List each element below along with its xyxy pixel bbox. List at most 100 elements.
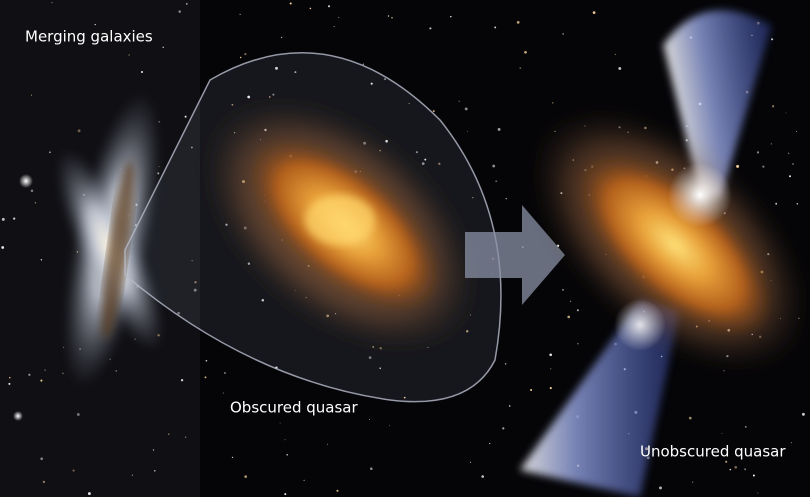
label-obscured: Obscured quasar — [230, 399, 358, 417]
star — [570, 300, 572, 302]
star — [791, 442, 793, 444]
star — [280, 36, 283, 39]
star — [725, 460, 728, 463]
star — [77, 129, 81, 133]
star — [432, 110, 435, 113]
star — [734, 465, 738, 469]
star — [736, 164, 740, 168]
star — [504, 363, 507, 365]
star — [787, 152, 790, 155]
star — [757, 492, 759, 494]
star — [415, 151, 418, 154]
star — [247, 95, 251, 99]
star — [239, 56, 242, 59]
star — [51, 1, 53, 4]
star — [294, 71, 297, 74]
star — [231, 103, 234, 106]
star — [524, 50, 527, 54]
star — [618, 67, 622, 70]
star — [550, 368, 552, 370]
star — [115, 370, 117, 372]
star — [223, 371, 226, 375]
star — [231, 456, 234, 459]
star — [562, 289, 564, 291]
star — [370, 82, 373, 85]
star — [63, 346, 65, 348]
arrow — [465, 205, 565, 305]
star — [481, 475, 484, 478]
star — [94, 23, 96, 26]
star — [13, 217, 16, 220]
star — [368, 356, 372, 359]
star — [549, 387, 552, 390]
label-merging: Merging galaxies — [25, 28, 153, 46]
star — [31, 94, 33, 96]
star — [272, 93, 275, 96]
star — [279, 422, 281, 424]
star — [438, 162, 441, 166]
star — [516, 21, 520, 24]
star — [796, 203, 799, 205]
star — [327, 443, 328, 445]
star — [424, 158, 427, 161]
star — [549, 353, 552, 357]
star — [770, 143, 772, 145]
star — [465, 330, 469, 333]
star — [309, 7, 312, 10]
star — [34, 202, 37, 204]
star — [403, 396, 406, 399]
star — [284, 439, 286, 441]
star — [194, 281, 197, 284]
star — [497, 127, 501, 131]
star — [28, 373, 31, 376]
star — [508, 405, 511, 407]
star — [327, 5, 331, 8]
star — [721, 432, 723, 434]
star — [775, 202, 778, 205]
star — [167, 433, 170, 435]
star — [492, 164, 496, 168]
star — [530, 389, 533, 391]
star — [205, 359, 208, 362]
star — [577, 343, 579, 345]
star — [389, 425, 390, 427]
label-unobscured: Unobscured quasar — [640, 443, 786, 461]
star — [592, 11, 596, 14]
star — [502, 427, 505, 430]
star — [284, 493, 287, 496]
star — [40, 457, 44, 461]
star — [379, 367, 381, 370]
star — [275, 66, 278, 70]
star — [495, 180, 498, 183]
star — [76, 413, 80, 416]
star — [128, 54, 130, 56]
star — [450, 15, 452, 18]
star — [333, 26, 335, 28]
star — [469, 461, 472, 463]
star — [178, 10, 181, 13]
star — [729, 468, 732, 471]
star — [8, 382, 11, 385]
star — [562, 33, 564, 35]
star — [723, 370, 725, 372]
star — [131, 474, 133, 476]
unobscured-quasar — [520, 10, 807, 497]
star — [72, 469, 75, 472]
star — [429, 27, 432, 30]
star — [177, 311, 180, 315]
star — [303, 479, 305, 482]
star — [387, 15, 390, 17]
star — [789, 175, 791, 178]
star — [369, 418, 370, 420]
star — [239, 13, 241, 16]
star — [472, 196, 474, 199]
star — [184, 115, 187, 118]
star — [40, 259, 43, 261]
star — [336, 489, 339, 492]
star — [152, 449, 155, 451]
star — [338, 16, 340, 18]
star — [458, 100, 460, 103]
star — [752, 474, 755, 477]
